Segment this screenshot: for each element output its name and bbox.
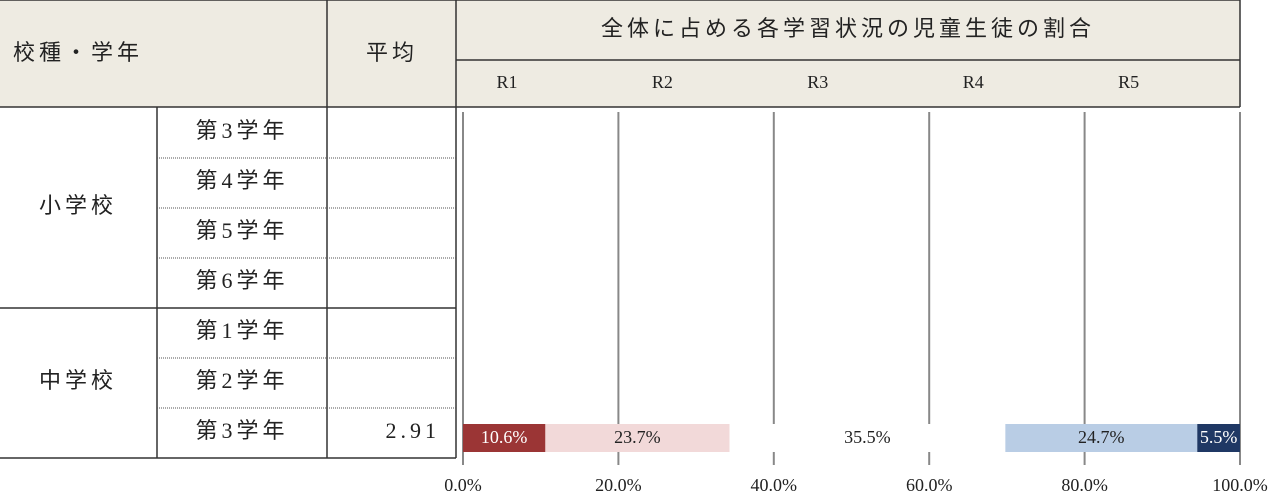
table-lines — [0, 0, 1241, 459]
x-tick-label: 20.0% — [595, 475, 642, 495]
bar-segment — [729, 424, 1006, 452]
series-header: R4 — [963, 72, 984, 92]
bar-segment — [545, 424, 730, 452]
x-tick-label: 40.0% — [751, 475, 798, 495]
data-label: 5.5% — [1200, 427, 1238, 447]
average-value: 2.91 — [386, 418, 441, 443]
series-header: R2 — [652, 72, 673, 92]
data-label: 10.6% — [481, 427, 528, 447]
grade-label: 第2学年 — [195, 368, 288, 393]
bar-segment — [463, 424, 546, 452]
grade-label: 第1学年 — [195, 318, 288, 343]
grade-label: 第5学年 — [195, 218, 288, 243]
bar-segment — [1197, 424, 1240, 452]
series-header: R3 — [807, 72, 828, 92]
series-header: R5 — [1118, 72, 1139, 92]
grade-label: 第3学年 — [195, 418, 288, 443]
header-bg — [456, 0, 1240, 107]
x-tick-label: 100.0% — [1212, 475, 1268, 495]
header-bg — [0, 0, 456, 107]
data-label: 35.5% — [844, 427, 891, 447]
header-average: 平均 — [366, 40, 418, 65]
series-header: R1 — [496, 72, 517, 92]
school-label: 小学校 — [39, 193, 117, 218]
grade-label: 第4学年 — [195, 168, 288, 193]
chart-title: 全体に占める各学習状況の児童生徒の割合 — [601, 16, 1095, 41]
x-tick-label: 60.0% — [906, 475, 953, 495]
data-label: 23.7% — [614, 427, 661, 447]
x-tick-label: 80.0% — [1061, 475, 1108, 495]
header-school: 校種・学年 — [13, 40, 143, 65]
grade-label: 第6学年 — [195, 268, 288, 293]
bar-segment — [1005, 424, 1198, 452]
data-label: 24.7% — [1078, 427, 1125, 447]
grade-label: 第3学年 — [195, 118, 288, 143]
school-label: 中学校 — [39, 368, 117, 393]
x-tick-label: 0.0% — [444, 475, 482, 495]
